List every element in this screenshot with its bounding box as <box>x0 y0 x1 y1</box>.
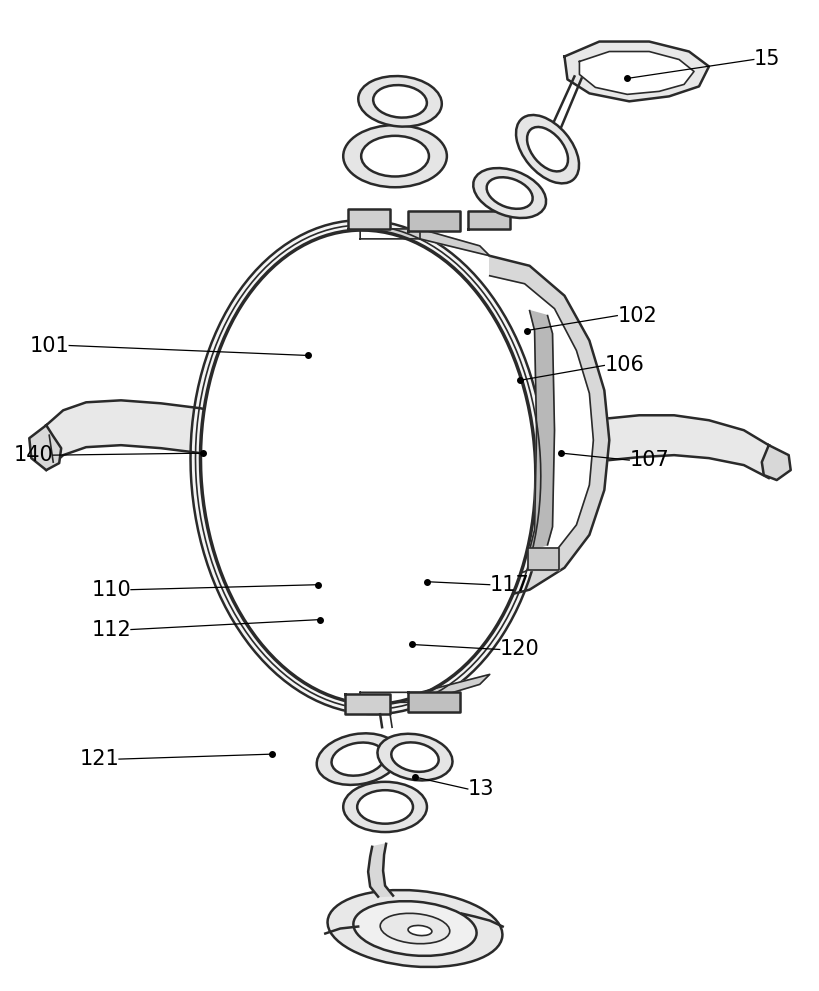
Polygon shape <box>579 52 694 94</box>
Text: 106: 106 <box>604 356 645 376</box>
Ellipse shape <box>361 136 429 176</box>
Text: 117: 117 <box>490 575 529 595</box>
Ellipse shape <box>486 177 532 209</box>
Polygon shape <box>29 425 61 470</box>
Ellipse shape <box>201 230 536 705</box>
Polygon shape <box>360 675 490 703</box>
Polygon shape <box>346 695 390 715</box>
Text: 107: 107 <box>629 450 669 470</box>
Ellipse shape <box>357 790 413 824</box>
Polygon shape <box>468 211 509 229</box>
Ellipse shape <box>358 76 441 127</box>
Ellipse shape <box>317 733 400 785</box>
Polygon shape <box>408 211 459 231</box>
Text: 110: 110 <box>91 580 131 600</box>
Polygon shape <box>459 256 609 605</box>
Ellipse shape <box>391 742 439 772</box>
Text: 112: 112 <box>91 619 131 639</box>
Text: 15: 15 <box>753 50 781 69</box>
Text: 140: 140 <box>13 445 53 465</box>
Text: 101: 101 <box>29 336 69 356</box>
Ellipse shape <box>516 115 579 183</box>
Ellipse shape <box>373 85 427 118</box>
Ellipse shape <box>473 168 546 218</box>
Polygon shape <box>609 415 769 478</box>
Ellipse shape <box>343 125 447 187</box>
Polygon shape <box>360 229 490 256</box>
Ellipse shape <box>380 914 450 943</box>
Ellipse shape <box>408 926 432 936</box>
Text: 13: 13 <box>468 779 495 799</box>
Polygon shape <box>564 42 709 101</box>
Ellipse shape <box>527 127 568 171</box>
Ellipse shape <box>332 742 385 776</box>
Ellipse shape <box>378 733 452 781</box>
Polygon shape <box>530 310 554 550</box>
Polygon shape <box>408 693 459 713</box>
Ellipse shape <box>343 782 427 832</box>
Text: 102: 102 <box>618 305 657 326</box>
Polygon shape <box>762 445 790 480</box>
Polygon shape <box>348 209 390 229</box>
Ellipse shape <box>353 901 477 956</box>
Polygon shape <box>369 843 393 897</box>
Polygon shape <box>46 400 229 470</box>
Polygon shape <box>527 548 559 570</box>
Text: 120: 120 <box>500 639 540 659</box>
Ellipse shape <box>191 220 545 715</box>
Ellipse shape <box>328 890 502 967</box>
Text: 121: 121 <box>79 749 119 769</box>
